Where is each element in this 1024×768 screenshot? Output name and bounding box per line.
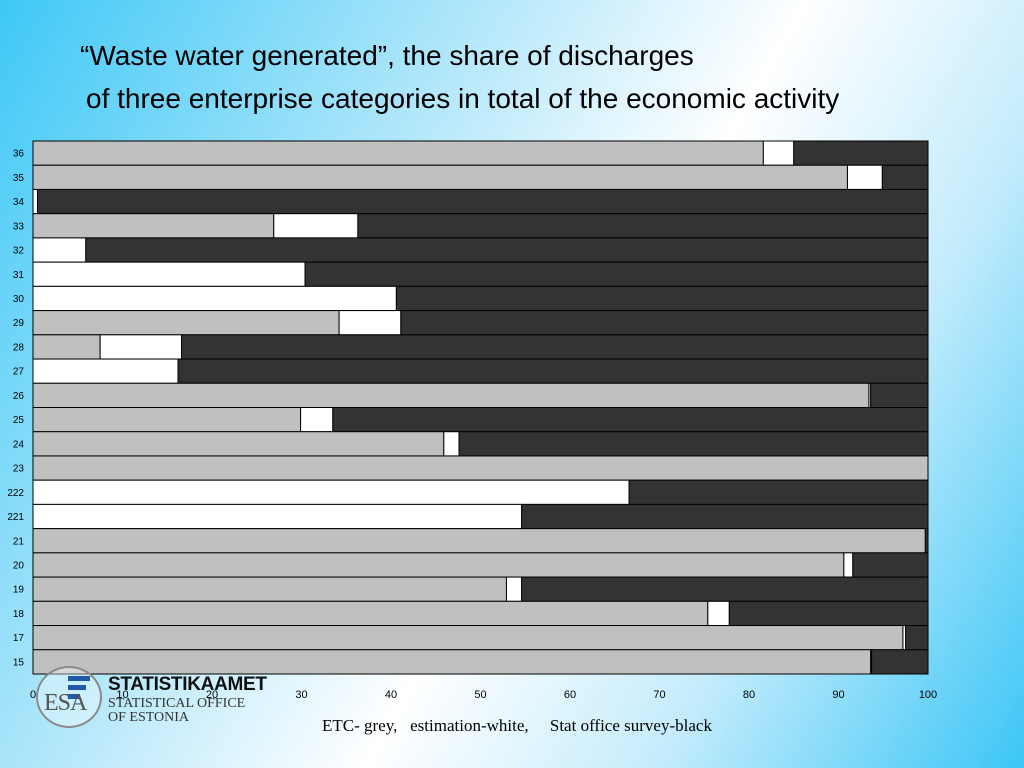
bar-segment-30-survey: [395, 285, 929, 312]
logo-stripe: [68, 685, 86, 690]
chart-title-line-2: of three enterprise categories in total …: [86, 83, 840, 114]
y-tick-label-17: 17: [13, 633, 25, 644]
x-tick-label-100: 100: [919, 689, 937, 701]
bar-segment-34-estimation: [32, 188, 38, 215]
bar-segment-15-etc: [32, 649, 872, 675]
bar-segment-32-survey: [85, 237, 929, 263]
bar-segment-35-estimation: [846, 164, 883, 190]
y-tick-label-25: 25: [13, 415, 25, 426]
y-tick-label-24: 24: [13, 439, 25, 450]
y-tick-label-32: 32: [13, 246, 25, 257]
logo-subtitle-2: OF ESTONIA: [108, 710, 190, 725]
bar-segment-23-etc: [32, 455, 929, 481]
bar-segment-24-etc: [32, 431, 445, 457]
bar-segment-17-etc: [32, 625, 904, 651]
chart-caption: ETC- grey, estimation-white, Stat office…: [322, 716, 712, 735]
bar-segment-33-survey: [357, 213, 929, 239]
y-tick-label-23: 23: [13, 464, 25, 475]
bar-segment-36-survey: [793, 140, 929, 166]
bar-segment-35-etc: [32, 164, 848, 190]
x-tick-label-60: 60: [564, 689, 576, 701]
x-tick-label-0: 0: [30, 689, 36, 701]
bar-segment-36-etc: [32, 140, 764, 166]
bar-segment-18-etc: [32, 600, 709, 627]
y-tick-label-221: 221: [7, 512, 24, 523]
bar-segment-18-survey: [728, 600, 929, 627]
y-tick-label-19: 19: [13, 585, 25, 596]
bar-segment-19-survey: [521, 576, 929, 602]
x-tick-label-90: 90: [832, 689, 844, 701]
logo-letters: ESA: [44, 690, 87, 716]
x-tick-label-80: 80: [743, 689, 755, 701]
bar-segment-26-etc: [32, 382, 870, 409]
bar-segment-28-survey: [181, 334, 929, 360]
x-tick-label-40: 40: [385, 689, 397, 701]
y-tick-label-18: 18: [13, 609, 25, 620]
x-tick-label-10: 10: [116, 689, 128, 701]
bar-segment-17-survey: [905, 625, 929, 651]
bar-segment-27-estimation: [32, 358, 179, 384]
bar-segment-30-estimation: [32, 285, 397, 312]
logo-name: STATISTIKAAMET: [108, 674, 267, 695]
bar-segment-15-survey: [871, 649, 929, 675]
y-tick-label-34: 34: [13, 197, 25, 208]
bar-segment-24-estimation: [443, 431, 460, 457]
y-tick-label-36: 36: [13, 149, 25, 160]
chart-title-line-1: “Waste water generated”, the share of di…: [80, 40, 694, 71]
plot-frame: [32, 140, 929, 675]
bar-segment-29-survey: [400, 310, 929, 336]
y-tick-label-28: 28: [13, 342, 25, 353]
bar-segment-19-etc: [32, 576, 507, 602]
bar-segment-29-estimation: [338, 310, 402, 336]
bar-segment-33-etc: [32, 213, 275, 239]
y-tick-label-27: 27: [13, 367, 25, 378]
bar-segment-28-estimation: [99, 334, 183, 360]
bar-segment-20-etc: [32, 552, 845, 578]
bar-segment-29-etc: [32, 310, 340, 336]
statistics-estonia-logo: ESA STATISTIKAAMET STATISTICAL OFFICE OF…: [36, 664, 267, 728]
bar-segment-20-survey: [852, 552, 929, 578]
y-tick-label-21: 21: [13, 536, 25, 547]
bar-segment-32-estimation: [32, 237, 87, 263]
y-tick-label-33: 33: [13, 221, 25, 232]
x-tick-label-20: 20: [206, 689, 218, 701]
bar-segment-36-estimation: [762, 140, 795, 166]
bar-segment-20-estimation: [843, 552, 854, 578]
bar-segment-28-etc: [32, 334, 101, 360]
y-tick-label-29: 29: [13, 318, 25, 329]
bar-segment-222-survey: [628, 479, 929, 505]
chart-title: “Waste water generated”, the share of di…: [80, 34, 1020, 120]
logo-subtitle-1: STATISTICAL OFFICE: [108, 696, 246, 711]
y-tick-label-30: 30: [13, 294, 25, 305]
y-tick-label-222: 222: [7, 488, 24, 499]
x-tick-label-70: 70: [653, 689, 665, 701]
y-tick-label-35: 35: [13, 173, 25, 184]
y-tick-label-31: 31: [13, 270, 25, 281]
bar-segment-25-survey: [332, 407, 929, 433]
bar-segment-25-estimation: [300, 407, 334, 433]
bar-segment-222-estimation: [32, 479, 630, 505]
bar-segment-31-survey: [304, 261, 929, 287]
bar-segment-221-survey: [521, 503, 929, 530]
bar-segment-24-survey: [458, 431, 929, 457]
bar-segment-34-survey: [36, 188, 929, 215]
bar-segment-35-survey: [881, 164, 929, 190]
y-tick-label-26: 26: [13, 391, 25, 402]
y-tick-label-15: 15: [13, 657, 25, 668]
bar-segment-21-etc: [32, 528, 926, 554]
bar-segment-31-estimation: [32, 261, 306, 287]
bar-segment-27-survey: [177, 358, 929, 384]
bar-segment-18-estimation: [707, 600, 730, 627]
bar-segment-33-estimation: [273, 213, 359, 239]
x-tick-label-50: 50: [474, 689, 486, 701]
y-tick-label-20: 20: [13, 560, 25, 571]
logo-stripe: [68, 694, 80, 699]
logo-stripe: [68, 676, 90, 681]
bar-segment-19-estimation: [505, 576, 523, 602]
bar-segment-221-estimation: [32, 503, 523, 530]
bar-segment-25-etc: [32, 407, 302, 433]
x-tick-label-30: 30: [295, 689, 307, 701]
bar-segment-26-survey: [870, 382, 929, 409]
